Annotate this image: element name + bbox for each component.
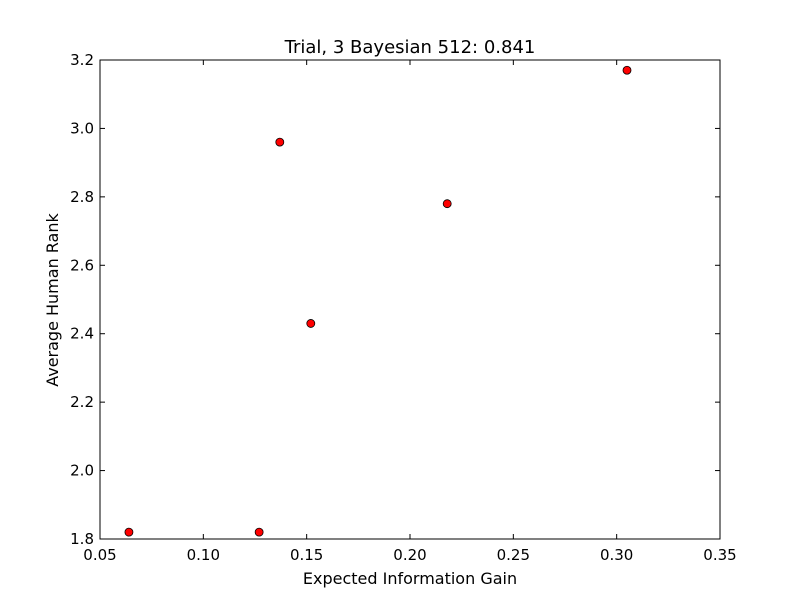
y-tick-label: 2.2 [70, 393, 94, 411]
chart-title: Trial, 3 Bayesian 512: 0.841 [284, 37, 536, 58]
plot-frame [99, 59, 721, 540]
y-tick-label: 3.2 [70, 51, 94, 69]
y-tick-label: 3.0 [70, 119, 94, 137]
y-tick-label: 1.8 [70, 530, 94, 548]
data-point [442, 199, 452, 209]
y-axis-label: Average Human Rank [43, 212, 62, 386]
x-tick-label: 0.35 [703, 546, 736, 564]
x-tick-label: 0.25 [497, 546, 530, 564]
x-tick-label: 0.10 [187, 546, 220, 564]
x-tick-label: 0.30 [600, 546, 633, 564]
x-tick-label: 0.15 [290, 546, 323, 564]
data-point [622, 65, 632, 75]
y-tick-label: 2.8 [70, 188, 94, 206]
y-tick-label: 2.4 [70, 325, 94, 343]
axis-ticks: 0.05 0.10 0.15 0.20 0.25 0.30 0.35 1.8 2.0 2.2 2.4… [70, 51, 737, 564]
data-point [124, 527, 134, 537]
y-tick-label: 2.0 [70, 462, 94, 480]
data-point [254, 527, 264, 537]
x-tick-label: 0.05 [83, 546, 116, 564]
x-tick-label: 0.20 [393, 546, 426, 564]
y-tick-label: 2.6 [70, 256, 94, 274]
data-point [306, 319, 316, 328]
data-points [124, 65, 632, 537]
x-axis-label: Expected Information Gain [303, 569, 517, 588]
data-point [275, 137, 285, 147]
